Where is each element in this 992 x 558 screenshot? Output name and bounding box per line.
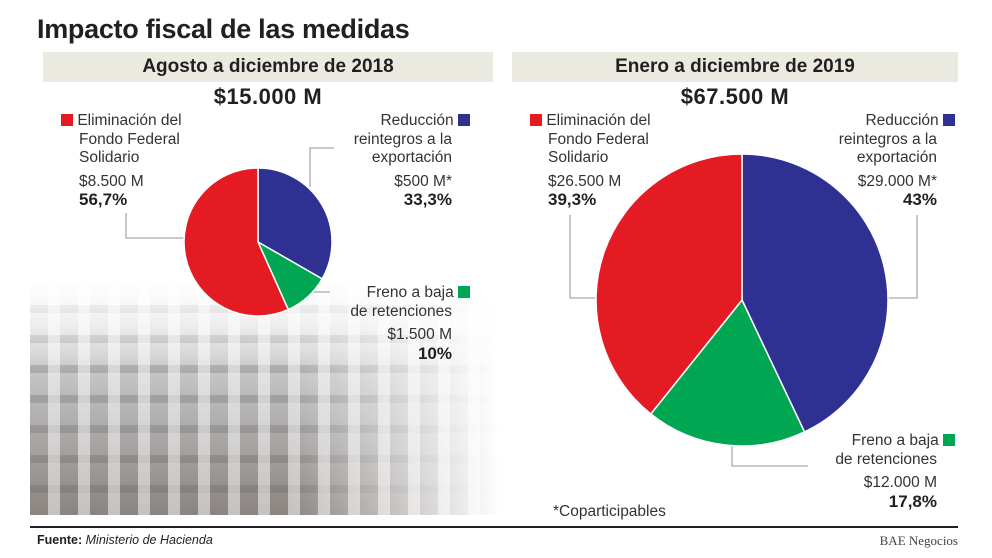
source: Fuente: Ministerio de Hacienda <box>37 533 213 547</box>
pie-slice <box>257 167 333 280</box>
period-2019-header: Enero a diciembre de 2019 <box>512 52 958 82</box>
leader-line-blue-2018 <box>309 147 334 187</box>
blue-swatch <box>458 114 470 126</box>
pie-slice <box>741 153 889 433</box>
legend-red-2019: Eliminación del Fondo Federal Solidario … <box>530 112 651 210</box>
pie-slice <box>595 153 743 416</box>
period-2018-header: Agosto a diciembre de 2018 <box>43 52 493 82</box>
legend-red-2018: Eliminación del Fondo Federal Solidario … <box>61 112 182 210</box>
legend-green-2019: Freno a baja de retenciones $12.000 M 17… <box>835 432 955 511</box>
pie-slice <box>649 298 806 447</box>
leader-line-blue-2019 <box>888 215 918 299</box>
leader-line-red-2019 <box>569 215 597 299</box>
blue-swatch <box>943 114 955 126</box>
leader-line-red-2018 <box>125 213 184 239</box>
pie-slice <box>183 167 290 317</box>
green-swatch <box>458 286 470 298</box>
green-swatch <box>943 434 955 446</box>
footer-divider <box>30 526 958 528</box>
total-2018: $15.000 M <box>213 84 323 109</box>
red-swatch <box>61 114 73 126</box>
legend-green-2018: Freno a baja de retenciones $1.500 M 10% <box>350 284 470 363</box>
page-title: Impacto fiscal de las medidas <box>37 14 410 44</box>
brand-logo: BAE Negocios <box>879 533 958 548</box>
footnote: *Coparticipables <box>553 503 666 520</box>
red-swatch <box>530 114 542 126</box>
pie-2018 <box>183 167 333 317</box>
legend-blue-2018: Reducción reintegros a la exportación $5… <box>354 112 470 210</box>
pie-2019 <box>595 153 889 447</box>
legend-blue-2019: Reducción reintegros a la exportación $2… <box>839 112 955 210</box>
total-2019: $67.500 M <box>680 84 790 109</box>
leader-line-green-2019 <box>731 440 808 467</box>
